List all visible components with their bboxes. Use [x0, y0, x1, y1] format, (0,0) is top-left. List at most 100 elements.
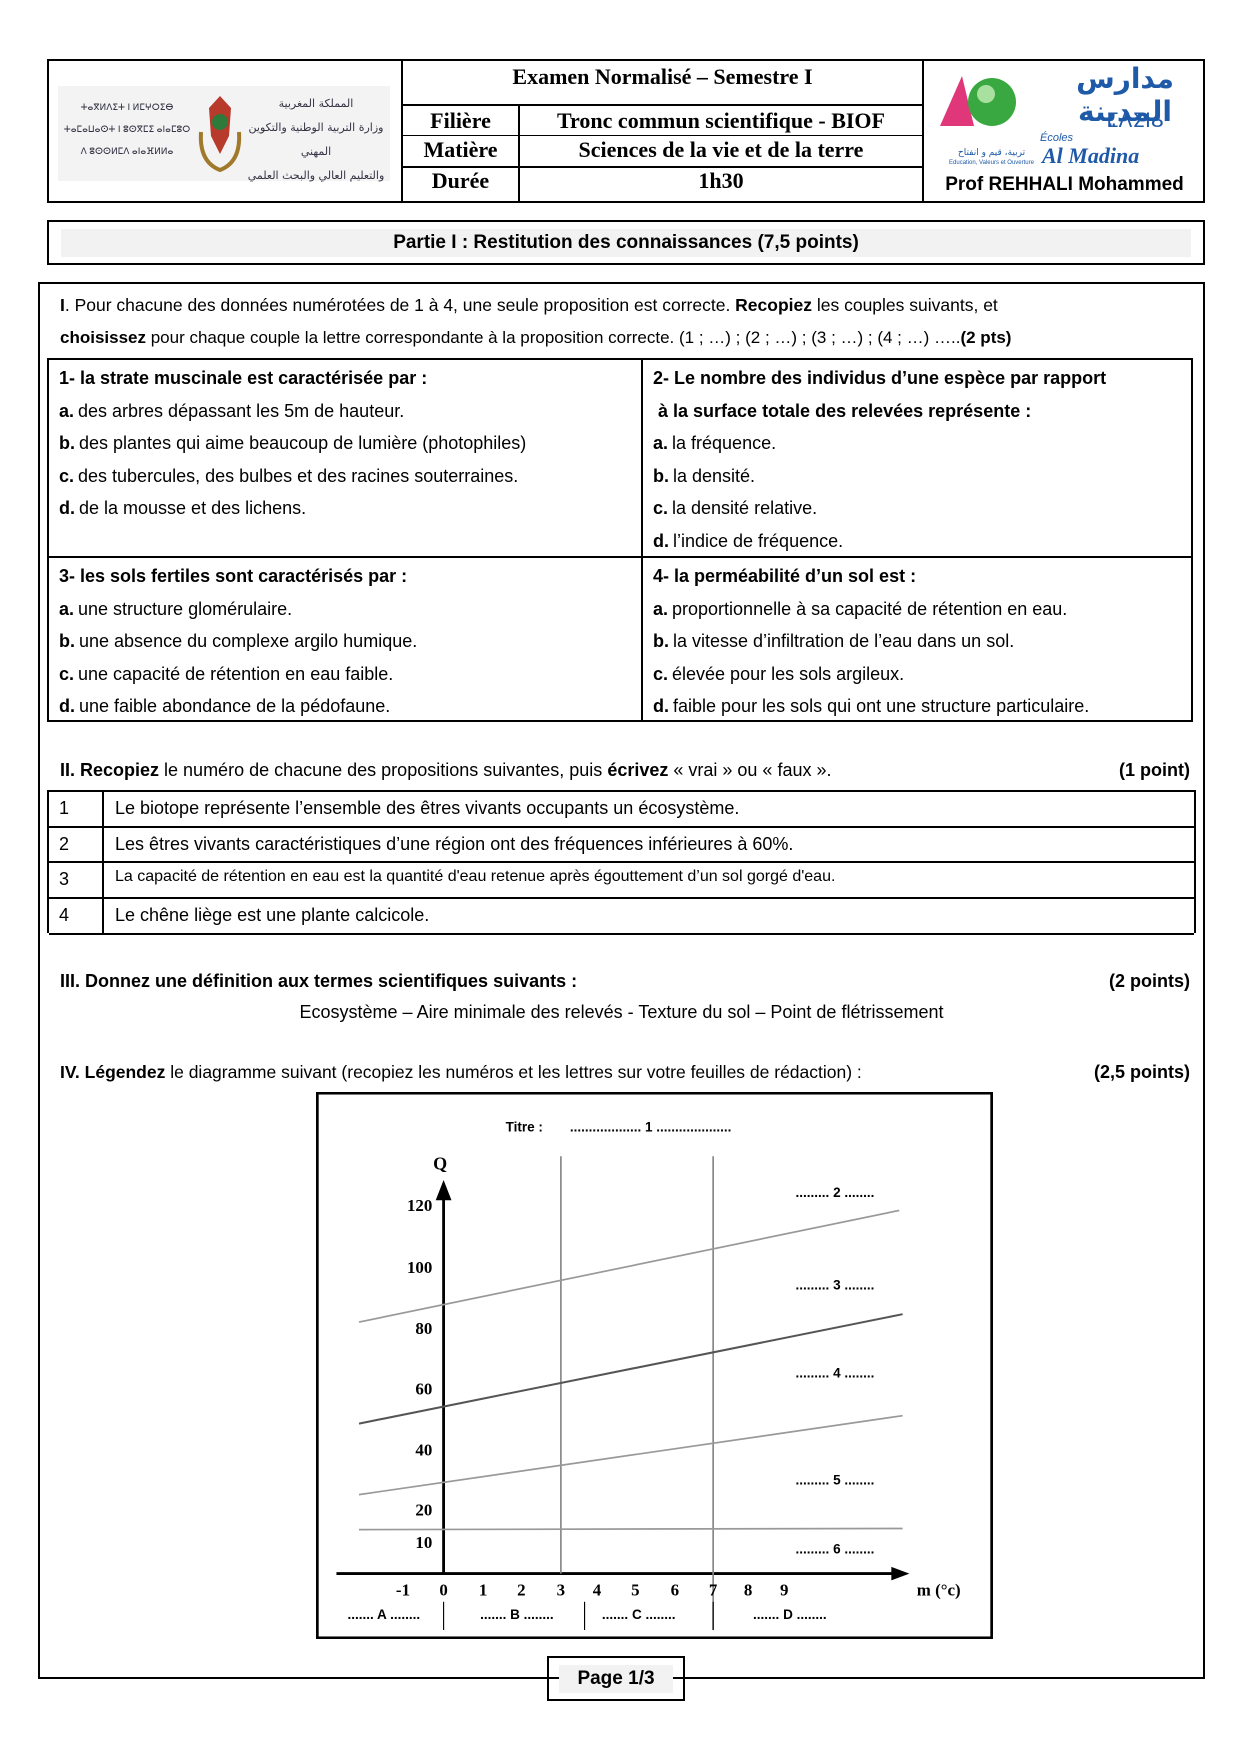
option-text: une structure glomérulaire. [78, 598, 293, 619]
text: IV. Légendez [60, 1062, 166, 1082]
y-tick-label: 60 [415, 1380, 432, 1399]
true-false-table: 1 Le biotope représente l’ensemble des êt… [47, 790, 1196, 935]
text: I [60, 295, 65, 315]
logo-line: وزارة التربية الوطنية والتكوين المهني [248, 121, 384, 158]
statement-text: La capacité de rétention en eau est la q… [115, 868, 836, 886]
statement-row: 1 Le biotope représente l’ensemble des êt… [49, 792, 1194, 828]
x-tick-label: 1 [479, 1581, 487, 1600]
logo-line: المملكة المغربية [278, 97, 354, 110]
text: le numéro de chacune des propositions su… [159, 760, 608, 780]
ministry-logo: ⵜⴰⴳⵍⴷⵉⵜ ⵏ ⵍⵎⵖⵔⵉⴱ ⵜⴰⵎⴰⵡⴰⵙⵜ ⵏ ⵓⵙⴳⵎⵉ ⴰⵏⴰⵎⵓⵔ… [58, 86, 390, 182]
points: (2 points) [1109, 971, 1190, 991]
text: « vrai » ou « faux ». [668, 760, 832, 780]
option-letter: a. [653, 598, 669, 619]
text: . Pour chacune des données numérotées de… [64, 295, 736, 315]
curve-line [359, 1527, 903, 1531]
statement-number: 3 [49, 863, 104, 898]
question-stem: 2- Le nombre des individus d’une espèce … [653, 368, 1107, 388]
option-letter: b. [59, 631, 75, 652]
y-axis-label: Q [433, 1153, 447, 1173]
logo-line: ⴷ ⵓⵙⵙⵍⵎⴷ ⴰⵏⴰⴼⵍⵍⴰ [80, 146, 174, 156]
logo-sphere [968, 78, 1016, 126]
text: Recopiez [735, 295, 812, 315]
line-label: ......... 5 ........ [796, 1473, 875, 1488]
y-tick-label: 20 [415, 1500, 432, 1519]
divider [401, 104, 924, 106]
x-tick-label: -1 [396, 1581, 410, 1600]
option-text: l’indice de fréquence. [673, 530, 844, 551]
statement-row: 3 La capacité de rétention en eau est la … [49, 863, 1194, 900]
option-letter: b. [59, 433, 75, 454]
statement-text: Les êtres vivants caractéristiques d’une… [115, 833, 794, 854]
page-number: Page 1/3 [559, 1665, 673, 1693]
option-text: des arbres dépassant les 5m de hauteur. [78, 400, 405, 421]
option-text: une faible abondance de la pédofaune. [79, 696, 391, 717]
option-letter: d. [59, 498, 75, 519]
points: (2,5 points) [1093, 1062, 1190, 1082]
option-text: la densité. [673, 465, 756, 486]
line-label: ......... 4 ........ [796, 1366, 875, 1381]
school-logo-mark [940, 76, 1016, 126]
divider [401, 135, 924, 136]
curve-line [358, 1209, 900, 1323]
option: a. une structure glomérulaire. [59, 593, 641, 626]
page-box: Page 1/3 [547, 1656, 685, 1701]
option-letter: c. [653, 663, 669, 684]
option-letter: d. [653, 530, 669, 551]
header-box [47, 59, 1205, 203]
option-letter: d. [653, 696, 669, 717]
divider [401, 166, 924, 168]
emblem-lions [198, 131, 242, 173]
x-axis-label: m (°c) [917, 1581, 961, 1600]
ex1-intro: I. Pour chacune des données numérotées d… [60, 293, 998, 317]
option-text: de la mousse et des lichens. [79, 498, 307, 519]
y-tick-label: 80 [415, 1319, 432, 1338]
diagram-title-label: Titre : [506, 1120, 543, 1135]
text: II. Recopiez [60, 760, 160, 780]
question-cell: 1- la strate muscinale est caractérisée … [49, 360, 641, 525]
y-tick-label: 100 [407, 1258, 432, 1277]
option-text: une capacité de rétention en eau faible. [78, 663, 394, 684]
diagram: Titre : ................... 1 ...........… [316, 1092, 993, 1639]
arrow [435, 1179, 452, 1201]
ex3-terms: Ecosystème – Aire minimale des relevés -… [299, 1002, 944, 1022]
option-text: des tubercules, des bulbes et des racine… [78, 465, 519, 486]
field-label: Durée [431, 168, 490, 193]
question-stem: 3- les sols fertiles sont caractérisés p… [59, 566, 408, 586]
ex4-intro: IV. Légendez le diagramme suivant (recop… [60, 1060, 862, 1084]
x-tick-label: 0 [439, 1581, 447, 1600]
exam-title: Examen Normalisé – Semestre I [512, 64, 813, 89]
option: a. des arbres dépassant les 5m de hauteur… [59, 395, 641, 428]
statement-text: Le chêne liège est une plante calcicole. [115, 905, 430, 926]
y-tick-label: 10 [415, 1533, 432, 1552]
x-tick-label: 3 [557, 1581, 565, 1600]
option: c. élevée pour les sols argileux. [653, 658, 1191, 691]
mcq-table: 1- la strate muscinale est caractérisée … [47, 358, 1193, 722]
ex1-intro: choisissez pour chaque couple la lettre … [60, 326, 1011, 350]
x-tick-label: 2 [517, 1581, 525, 1600]
divider [922, 59, 924, 203]
diagram-title-blank: ................... 1 ..................… [570, 1120, 731, 1135]
option-letter: b. [653, 631, 669, 652]
field-label: Matière [423, 137, 498, 162]
option: a. proportionnelle à sa capacité de réten… [653, 593, 1191, 626]
text: écrivez [607, 760, 669, 780]
curve-line [358, 1414, 903, 1496]
option: c. des tubercules, des bulbes et des raci… [59, 460, 641, 493]
field-value: Tronc commun scientifique - BIOF [557, 108, 885, 133]
line-label: ......... 2 ........ [796, 1185, 875, 1200]
option-text: élevée pour les sols argileux. [672, 663, 905, 684]
option: d. une faible abondance de la pédofaune. [59, 690, 641, 723]
emblem [198, 96, 242, 173]
school-motto-fr: Education, Valeurs et Ouverture [949, 160, 1034, 166]
option: c. une capacité de rétention en eau faibl… [59, 658, 641, 691]
ex3-intro: III. Donnez une définition aux termes sc… [60, 971, 578, 991]
arabic-text: المملكة المغربية وزارة التربية الوطنية و… [244, 92, 388, 188]
divider [401, 59, 403, 203]
zone-label: ....... D ........ [753, 1607, 827, 1622]
question-stem: 1- la strate muscinale est caractérisée … [59, 368, 428, 388]
divider [518, 104, 520, 203]
points: (1 point) [1119, 760, 1190, 780]
line-label: ......... 6 ........ [796, 1541, 875, 1556]
